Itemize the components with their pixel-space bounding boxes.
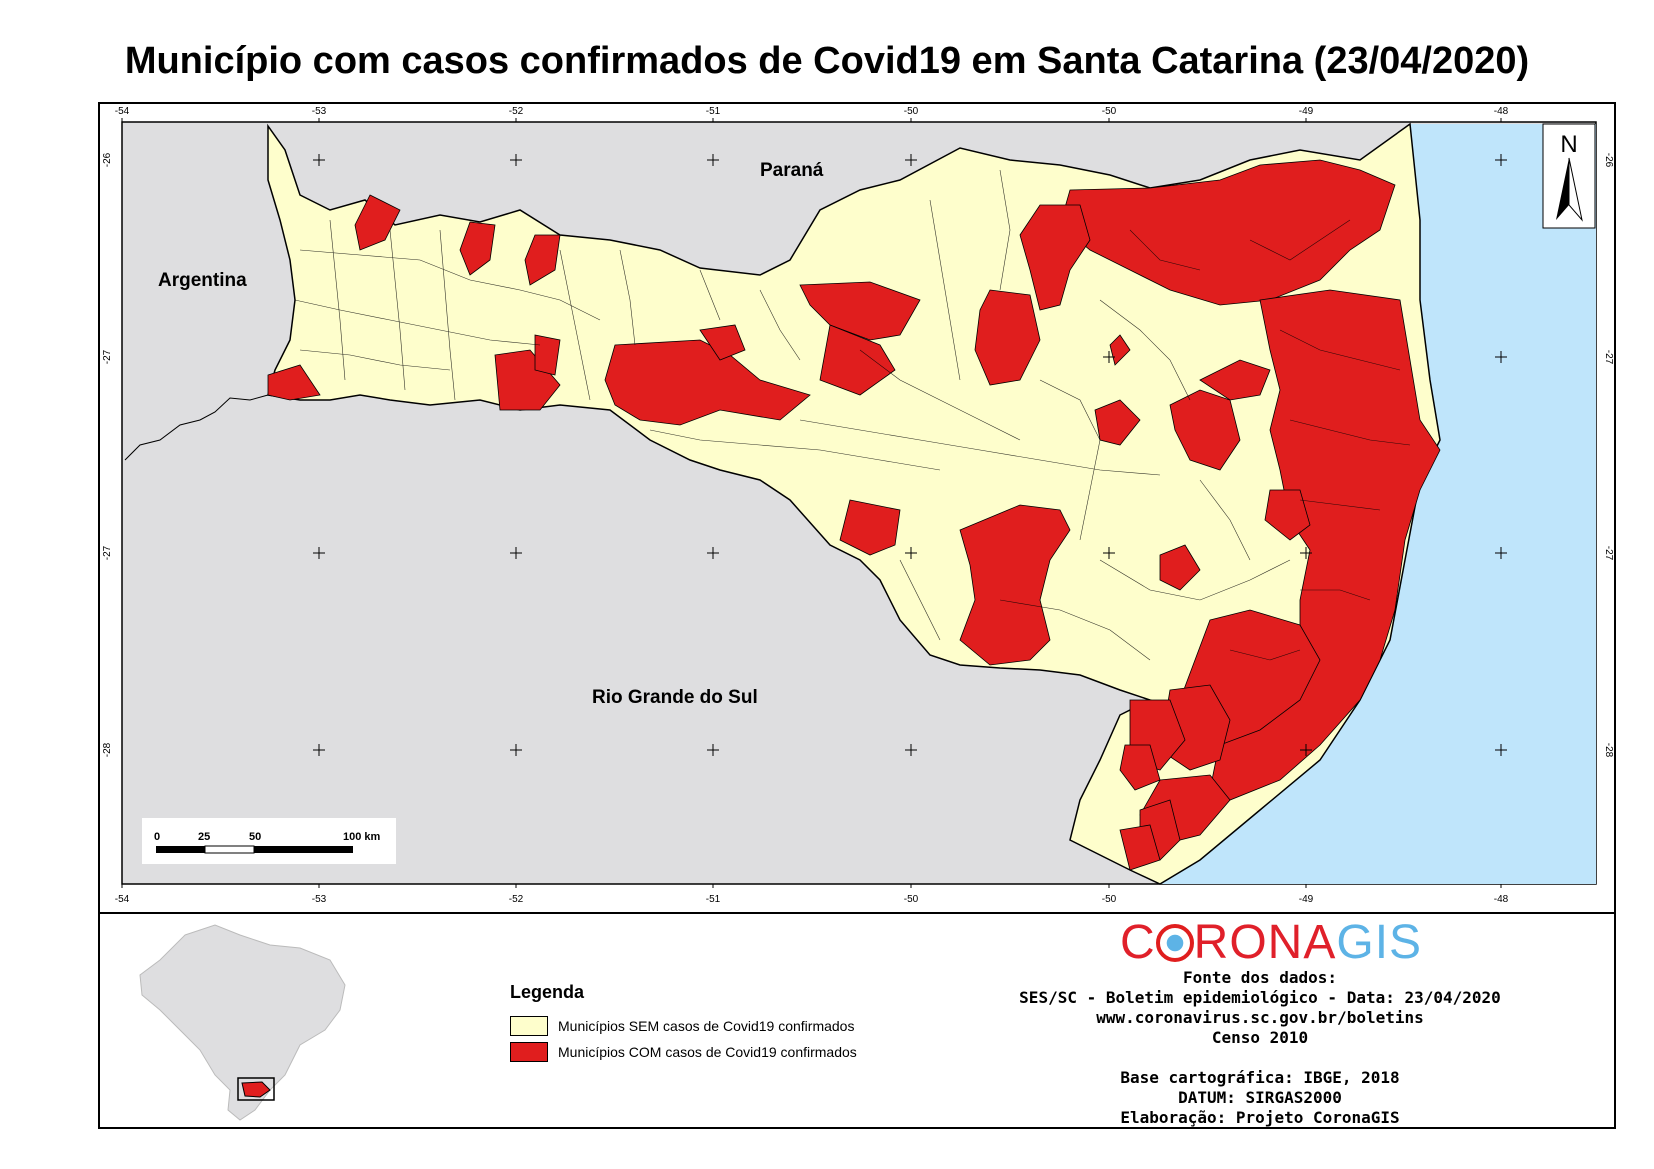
lat-label-left: -26 <box>102 152 113 167</box>
lon-label-top: -53 <box>312 106 327 117</box>
lat-label-right: -27 <box>1603 350 1614 365</box>
scale-label: 50 <box>249 831 261 843</box>
municipalities-with-cases <box>267 159 1441 871</box>
axis-ticks <box>121 118 1502 888</box>
brazil-inset-map <box>139 924 346 1121</box>
logo-text: C <box>1120 916 1156 969</box>
lon-label-top: -49 <box>1299 106 1314 117</box>
north-label: N <box>1560 131 1577 158</box>
label-argentina: Argentina <box>158 270 247 291</box>
lat-label-left: -27 <box>102 349 113 364</box>
lat-label-left: -28 <box>102 742 113 757</box>
source-line: www.coronavirus.sc.gov.br/boletins <box>1096 1008 1424 1027</box>
source-line: SES/SC - Boletim epidemiológico - Data: … <box>1019 988 1501 1007</box>
coronagis-logo: C RONAGIS <box>1120 915 1422 970</box>
lat-label-left: -27 <box>102 545 113 560</box>
lon-label-bottom: -51 <box>706 894 721 905</box>
graticule-crosses <box>313 154 1507 756</box>
label-rio-grande-do-sul: Rio Grande do Sul <box>592 687 758 708</box>
legend-swatch-with-cases <box>510 1042 548 1062</box>
logo-text: RONA <box>1193 916 1337 969</box>
scale-label: 0 <box>154 831 160 843</box>
lon-label-top: -52 <box>509 106 524 117</box>
legend-item-with-cases: Municípios COM casos de Covid19 confirma… <box>510 1042 857 1062</box>
lat-label-right: -28 <box>1603 743 1614 758</box>
lon-label-top: -50 <box>904 106 919 117</box>
scale-label: 25 <box>198 831 210 843</box>
legend-label: Municípios COM casos de Covid19 confirma… <box>558 1044 857 1060</box>
lon-label-top: -51 <box>706 106 721 117</box>
lon-label-top: -54 <box>115 106 130 117</box>
legend-swatch-without-cases <box>510 1016 548 1036</box>
source-line: Base cartográfica: IBGE, 2018 <box>1120 1068 1400 1087</box>
lat-label-right: -27 <box>1603 546 1614 561</box>
legend-title: Legenda <box>510 982 585 1002</box>
source-line: Elaboração: Projeto CoronaGIS <box>1120 1108 1400 1127</box>
north-arrow-icon: N <box>1542 123 1596 229</box>
legend-item-without-cases: Municípios SEM casos de Covid19 confirma… <box>510 1016 854 1036</box>
lon-label-bottom: -50 <box>1102 894 1117 905</box>
lon-label-bottom: -53 <box>312 894 327 905</box>
scale-label: 100 km <box>343 831 381 843</box>
lat-label-right: -26 <box>1603 153 1614 168</box>
scale-bar: 0 25 50 100 km <box>142 818 396 864</box>
lon-label-bottom: -49 <box>1299 894 1314 905</box>
globe-icon <box>1155 924 1194 962</box>
source-line: Fonte dos dados: <box>1182 968 1338 987</box>
outer-frame <box>98 102 1616 1129</box>
lon-label-top: -48 <box>1494 106 1509 117</box>
label-parana: Paraná <box>760 160 824 181</box>
lon-label-bottom: -48 <box>1494 894 1509 905</box>
lon-label-bottom: -52 <box>509 894 524 905</box>
lon-label-top: -50 <box>1102 106 1117 117</box>
river-border <box>124 394 269 461</box>
map-title: Município com casos confirmados de Covid… <box>124 40 1530 82</box>
logo-text: GIS <box>1336 916 1423 969</box>
santa-catarina-inset <box>241 1081 271 1098</box>
source-line: Censo 2010 <box>1211 1028 1309 1047</box>
source-info: Fonte dos dados: SES/SC - Boletim epidem… <box>980 968 1540 1128</box>
legend-label: Municípios SEM casos de Covid19 confirma… <box>558 1018 855 1034</box>
municipality-boundaries <box>294 169 1411 661</box>
source-line: DATUM: SIRGAS2000 <box>1178 1088 1342 1107</box>
ocean <box>1160 124 1596 884</box>
lon-label-bottom: -54 <box>115 894 130 905</box>
lon-label-bottom: -50 <box>904 894 919 905</box>
